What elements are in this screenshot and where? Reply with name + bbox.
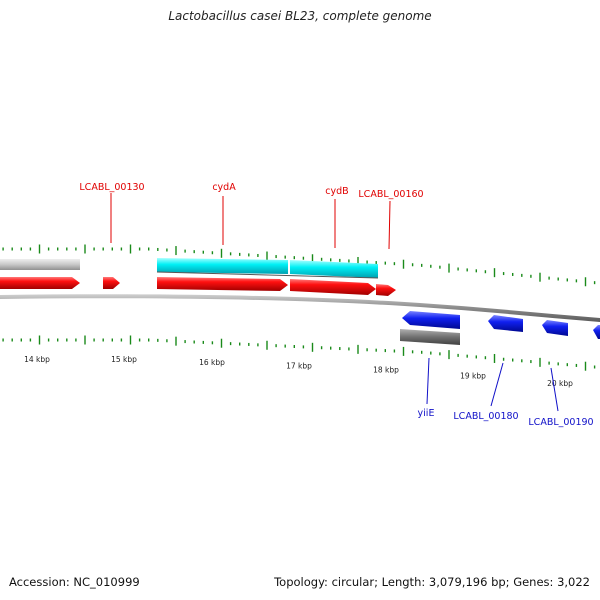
map-title: Lactobacillus casei BL23, complete genom… <box>168 9 432 23</box>
label-cydB: cydB <box>325 186 348 197</box>
cyan-underline <box>156 271 379 279</box>
tick-row-upper <box>2 244 596 287</box>
cydA-gene-block <box>157 258 288 274</box>
leader-line <box>388 200 391 250</box>
kbp-label: 17 kbp <box>286 362 312 371</box>
forward-feature-labels: LCABL_00130 cydA cydB LCABL_00160 <box>79 182 424 250</box>
label-cydA: cydA <box>212 182 236 193</box>
genome-backbone <box>0 294 600 322</box>
label-LCABL_00130: LCABL_00130 <box>79 182 144 193</box>
yiiE-gene-block <box>400 329 460 345</box>
label-yiiE: yiiE <box>418 408 435 419</box>
kbp-scale-labels: 14 kbp 15 kbp 16 kbp 17 kbp 18 kbp 19 kbp 20 k… <box>24 355 573 388</box>
label-LCABL_00160: LCABL_00160 <box>358 189 423 200</box>
yiiE-cds-arrow <box>402 311 460 329</box>
accession-text: Accession: NC_010999 <box>9 575 140 589</box>
kbp-label: 16 kbp <box>199 358 225 367</box>
label-LCABL_00190: LCABL_00190 <box>528 417 593 428</box>
grey-gene-block <box>0 259 80 270</box>
LCABL_00160-cds-arrow <box>376 284 396 296</box>
tick-row-lower <box>2 335 596 371</box>
reverse-feature-labels: yiiE LCABL_00180 LCABL_00190 <box>418 357 594 428</box>
label-LCABL_00180: LCABL_00180 <box>453 411 518 422</box>
leader-line <box>490 362 504 407</box>
cydA-cds-arrow <box>157 277 288 291</box>
topology-summary-text: Topology: circular; Length: 3,079,196 bp… <box>274 575 590 589</box>
kbp-label: 18 kbp <box>373 366 399 375</box>
LCABL_00130-cds-arrow <box>103 277 120 289</box>
LCABL_00190-cds-arrow <box>542 320 568 336</box>
leader-line <box>550 367 559 412</box>
cds-arrow-right-edge <box>593 325 600 339</box>
LCABL_00180-cds-arrow <box>488 315 523 332</box>
kbp-label: 19 kbp <box>460 372 486 381</box>
cydB-gene-block <box>290 260 378 278</box>
cds-arrow-left <box>0 277 80 289</box>
leader-line <box>426 357 430 405</box>
kbp-label: 20 kbp <box>547 379 573 388</box>
cydB-cds-arrow <box>290 279 376 295</box>
kbp-label: 14 kbp <box>24 355 50 364</box>
kbp-label: 15 kbp <box>111 355 137 364</box>
